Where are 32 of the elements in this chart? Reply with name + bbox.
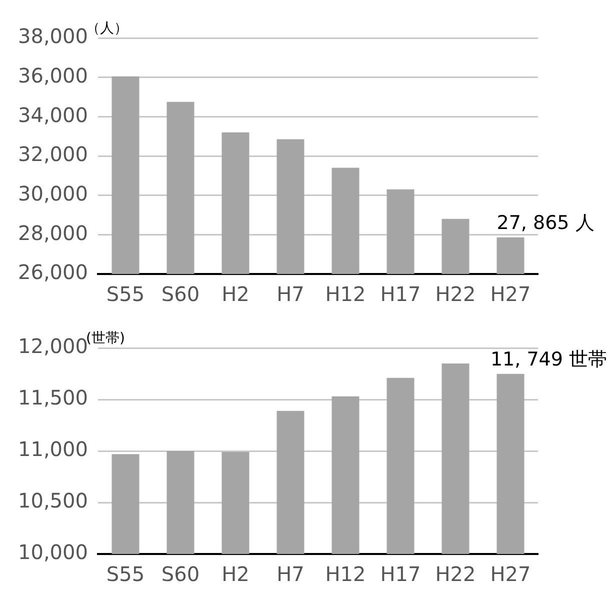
x-tick-label: H12	[325, 282, 366, 306]
x-tick-label: H22	[435, 562, 476, 586]
x-tick-label: S55	[106, 282, 145, 306]
x-tick-label: H2	[222, 562, 250, 586]
x-tick-label: H27	[490, 562, 531, 586]
x-tick-label: H2	[222, 282, 250, 306]
y-axis-title: （人）	[86, 20, 128, 37]
x-tick-label: S55	[106, 562, 145, 586]
x-tick-label: S60	[161, 562, 200, 586]
y-tick-label: 11,000	[18, 437, 88, 462]
y-tick-label: 10,000	[18, 540, 88, 564]
x-tick-label: H12	[325, 562, 366, 586]
x-tick-label: S60	[161, 282, 200, 306]
x-tick-label: H27	[490, 282, 531, 306]
x-tick-label: H7	[276, 282, 304, 306]
y-axis-title: (世帯)	[86, 330, 125, 347]
annotation: 11, 749 世帯	[490, 348, 607, 370]
y-tick-label: 36,000	[18, 64, 88, 88]
y-tick-label: 30,000	[18, 182, 88, 206]
y-tick-label: 26,000	[18, 260, 88, 284]
x-tick-label: H7	[276, 562, 304, 586]
y-tick-label: 28,000	[18, 220, 88, 245]
x-tick-label: H22	[435, 282, 476, 306]
y-tick-label: 11,500	[18, 386, 88, 410]
x-tick-label: H17	[380, 282, 421, 306]
y-tick-label: 32,000	[18, 142, 88, 166]
annotation: 27, 865 人	[496, 212, 594, 234]
y-tick-label: 34,000	[18, 102, 88, 127]
y-tick-label: 38,000	[18, 24, 88, 48]
y-tick-label: 12,000	[18, 334, 88, 358]
y-tick-label: 10,500	[18, 488, 88, 513]
x-tick-label: H17	[380, 562, 421, 586]
